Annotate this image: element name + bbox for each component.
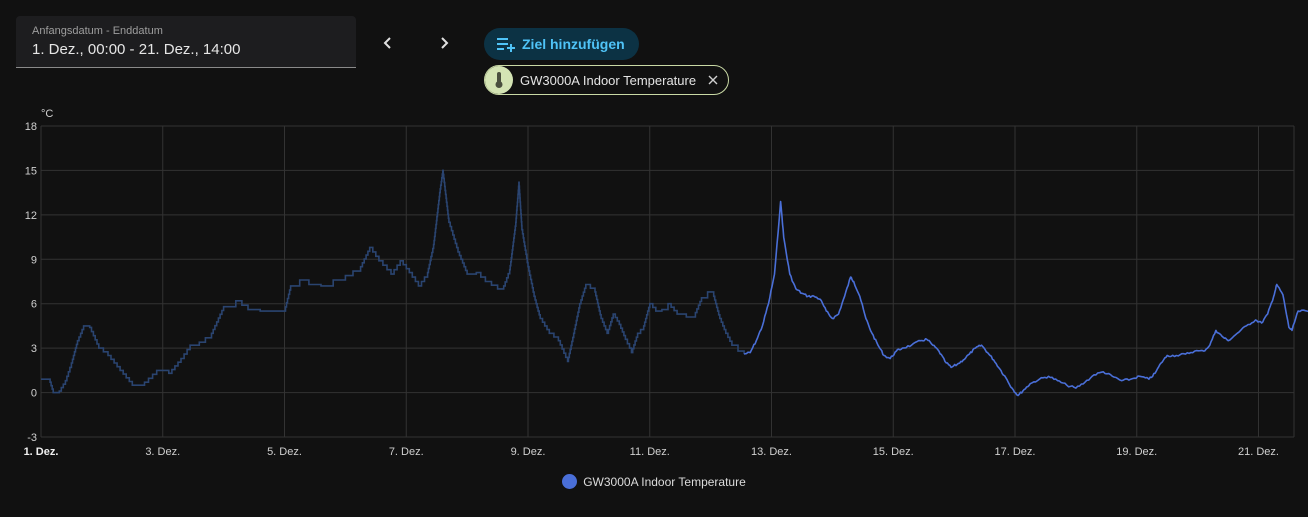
chevron-left-icon bbox=[383, 37, 391, 49]
y-axis-ticks: 18 15 12 9 6 3 0 -3 bbox=[25, 121, 37, 444]
x-tick-label: 17. Dez. bbox=[995, 446, 1036, 458]
date-range-label: Anfangsdatum - Enddatum bbox=[32, 25, 163, 37]
y-tick-label: 18 bbox=[25, 121, 37, 133]
x-tick-label: 21. Dez. bbox=[1238, 446, 1279, 458]
y-tick-label: -3 bbox=[27, 432, 37, 444]
series-line-history bbox=[41, 169, 745, 394]
chart-grid bbox=[40, 125, 1295, 438]
remove-entity-button[interactable] bbox=[706, 73, 720, 87]
chart-series bbox=[41, 169, 1308, 397]
x-tick-label: 9. Dez. bbox=[511, 446, 546, 458]
x-axis-ticks: 1. Dez. 3. Dez. 5. Dez. 7. Dez. 9. Dez. 11. D… bbox=[24, 446, 1279, 458]
date-range-value: 1. Dez., 00:00 - 21. Dez., 14:00 bbox=[32, 41, 241, 58]
series-line-recent bbox=[743, 200, 1308, 397]
legend-swatch bbox=[562, 474, 578, 489]
playlist-plus-icon bbox=[497, 38, 515, 52]
add-target-label: Ziel hinzufügen bbox=[522, 36, 625, 52]
y-tick-label: 12 bbox=[25, 210, 37, 222]
add-target-button[interactable]: Ziel hinzufügen bbox=[484, 28, 639, 60]
thermometer-icon bbox=[485, 66, 513, 94]
y-axis-unit: °C bbox=[41, 108, 53, 120]
x-tick-label: 5. Dez. bbox=[267, 446, 302, 458]
x-tick-label: 3. Dez. bbox=[145, 446, 180, 458]
y-tick-label: 9 bbox=[31, 254, 37, 266]
close-icon bbox=[708, 75, 718, 85]
x-tick-label: 7. Dez. bbox=[389, 446, 424, 458]
date-range-picker[interactable]: Anfangsdatum - Enddatum 1. Dez., 00:00 -… bbox=[16, 16, 356, 68]
chevron-right-icon bbox=[441, 37, 449, 49]
x-tick-label: 19. Dez. bbox=[1116, 446, 1157, 458]
entity-chip-label: GW3000A Indoor Temperature bbox=[520, 72, 697, 88]
x-tick-label: 15. Dez. bbox=[873, 446, 914, 458]
entity-chip: GW3000A Indoor Temperature bbox=[484, 65, 730, 95]
x-tick-label: 1. Dez. bbox=[24, 446, 59, 458]
y-tick-label: 0 bbox=[31, 388, 37, 400]
y-tick-label: 3 bbox=[31, 343, 37, 355]
x-tick-label: 13. Dez. bbox=[751, 446, 792, 458]
previous-period-button[interactable] bbox=[372, 27, 404, 59]
chart-legend[interactable]: GW3000A Indoor Temperature bbox=[0, 474, 1308, 489]
y-tick-label: 6 bbox=[31, 299, 37, 311]
y-tick-label: 15 bbox=[25, 165, 37, 177]
legend-label: GW3000A Indoor Temperature bbox=[583, 474, 746, 489]
next-period-button[interactable] bbox=[428, 27, 460, 59]
x-tick-label: 11. Dez. bbox=[630, 446, 670, 458]
temperature-chart: °C 18 15 12 9 6 3 0 -3 1. Dez. 3. Dez. 5. Dez. 7. … bbox=[24, 108, 1308, 458]
